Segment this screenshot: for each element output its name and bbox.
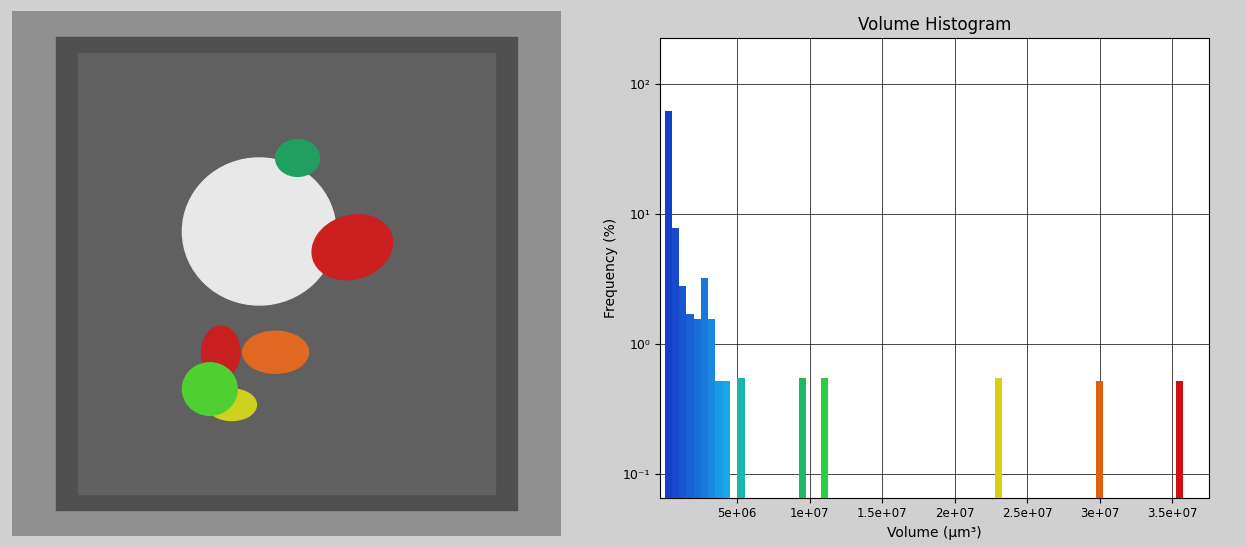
Bar: [1176, 381, 1184, 547]
X-axis label: Volume (μm³): Volume (μm³): [887, 526, 982, 540]
Y-axis label: Frequency (%): Frequency (%): [603, 218, 618, 318]
Bar: [701, 278, 708, 547]
Bar: [821, 378, 827, 547]
Ellipse shape: [275, 139, 319, 176]
Bar: [1096, 381, 1104, 547]
Title: Volume Histogram: Volume Histogram: [857, 16, 1012, 34]
Ellipse shape: [243, 331, 309, 373]
Bar: [78, 53, 495, 494]
Ellipse shape: [207, 389, 257, 421]
Bar: [799, 378, 806, 547]
Circle shape: [182, 158, 336, 305]
Bar: [664, 111, 672, 547]
Bar: [56, 37, 517, 510]
Ellipse shape: [313, 215, 392, 280]
Bar: [723, 381, 730, 547]
Bar: [738, 378, 745, 547]
Bar: [994, 378, 1002, 547]
Bar: [715, 381, 723, 547]
Ellipse shape: [202, 326, 240, 379]
Bar: [694, 319, 701, 547]
Bar: [679, 286, 687, 547]
Bar: [687, 314, 694, 547]
Bar: [708, 319, 715, 547]
Circle shape: [182, 363, 237, 415]
Bar: [672, 228, 679, 547]
